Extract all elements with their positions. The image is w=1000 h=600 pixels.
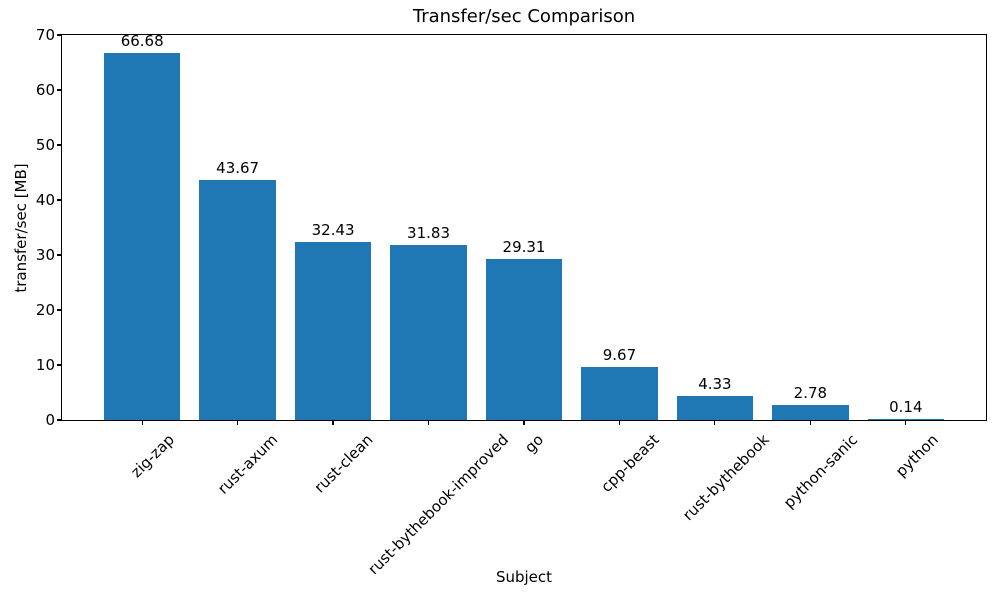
bar-rust-clean (294, 241, 372, 420)
x-tick-label-python-sanic: python-sanic (779, 430, 862, 512)
y-tick-mark (57, 419, 61, 421)
y-tick-mark (57, 199, 61, 201)
x-tick-mark (332, 421, 334, 425)
y-tick-mark (57, 144, 61, 146)
x-tick-mark (523, 421, 525, 425)
y-axis-label: transfer/sec [MB] (12, 163, 30, 293)
x-tick-label-rust-clean: rust-clean (310, 430, 377, 497)
x-tick-mark (141, 421, 143, 425)
x-tick-mark (237, 421, 239, 425)
y-tick-mark (57, 89, 61, 91)
bar-value-label: 4.33 (698, 375, 732, 394)
x-tick-label-cpp-beast: cpp-beast (597, 430, 663, 496)
y-tick-label: 60 (35, 80, 55, 99)
plot-area: 66.68 43.67 32.43 31.83 29.31 9.67 4.33 2.78 0.1… (61, 34, 987, 421)
x-tick-label-rust-bythebook: rust-bythebook (678, 430, 773, 525)
bar-value-label: 31.83 (407, 223, 451, 242)
y-tick-label: 10 (35, 355, 55, 374)
bar-go (485, 258, 563, 420)
x-axis-label: Subject (495, 568, 553, 586)
x-tick-label-python: python (891, 430, 942, 481)
x-tick-mark (809, 421, 811, 425)
bar-value-label: 43.67 (216, 158, 260, 177)
y-tick-label: 20 (35, 300, 55, 319)
y-tick-label: 30 (35, 245, 55, 264)
y-tick-label: 0 (45, 410, 55, 429)
bar-python (867, 419, 944, 420)
x-tick-label-zig-zap: zig-zap (126, 430, 178, 482)
x-tick-mark (427, 421, 430, 425)
y-tick-mark (57, 254, 61, 256)
bar-value-label: 0.14 (889, 398, 923, 417)
bar-rust-axum (199, 179, 276, 420)
bar-cpp-beast (581, 366, 658, 420)
bar-value-label: 2.78 (793, 383, 828, 402)
y-tick-label: 50 (35, 135, 55, 154)
x-tick-label-rust-bythebook-improved: rust-bythebook-improved (364, 430, 513, 579)
y-tick-label: 40 (35, 190, 55, 209)
bar-rust-bythebook-improved (390, 244, 467, 420)
bar-zig-zap (104, 53, 181, 420)
bar-python-sanic (772, 404, 849, 420)
bar-value-label: 32.43 (311, 220, 355, 239)
y-tick-mark (57, 34, 61, 36)
bar-value-label: 66.68 (120, 32, 164, 51)
x-tick-mark (618, 421, 621, 425)
bar-value-label: 9.67 (602, 345, 637, 364)
x-tick-mark (905, 421, 907, 425)
bar-value-label: 29.31 (502, 237, 546, 256)
chart-title: Transfer/sec Comparison (412, 6, 636, 27)
y-tick-mark (57, 309, 61, 311)
bar-rust-bythebook (676, 396, 754, 420)
x-tick-label-go: go (521, 430, 548, 457)
x-tick-mark (714, 421, 716, 425)
x-tick-label-rust-axum: rust-axum (214, 430, 282, 498)
y-tick-mark (57, 364, 61, 366)
y-tick-label: 70 (35, 25, 55, 44)
